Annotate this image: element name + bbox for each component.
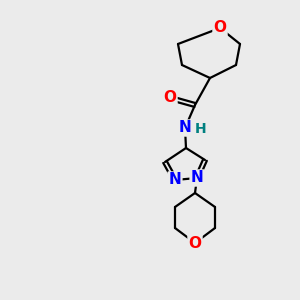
Text: N: N bbox=[178, 121, 191, 136]
Text: N: N bbox=[169, 172, 182, 188]
Text: O: O bbox=[188, 236, 202, 250]
Text: N: N bbox=[190, 170, 203, 185]
Text: O: O bbox=[164, 91, 176, 106]
Text: H: H bbox=[195, 122, 207, 136]
Text: O: O bbox=[214, 20, 226, 35]
